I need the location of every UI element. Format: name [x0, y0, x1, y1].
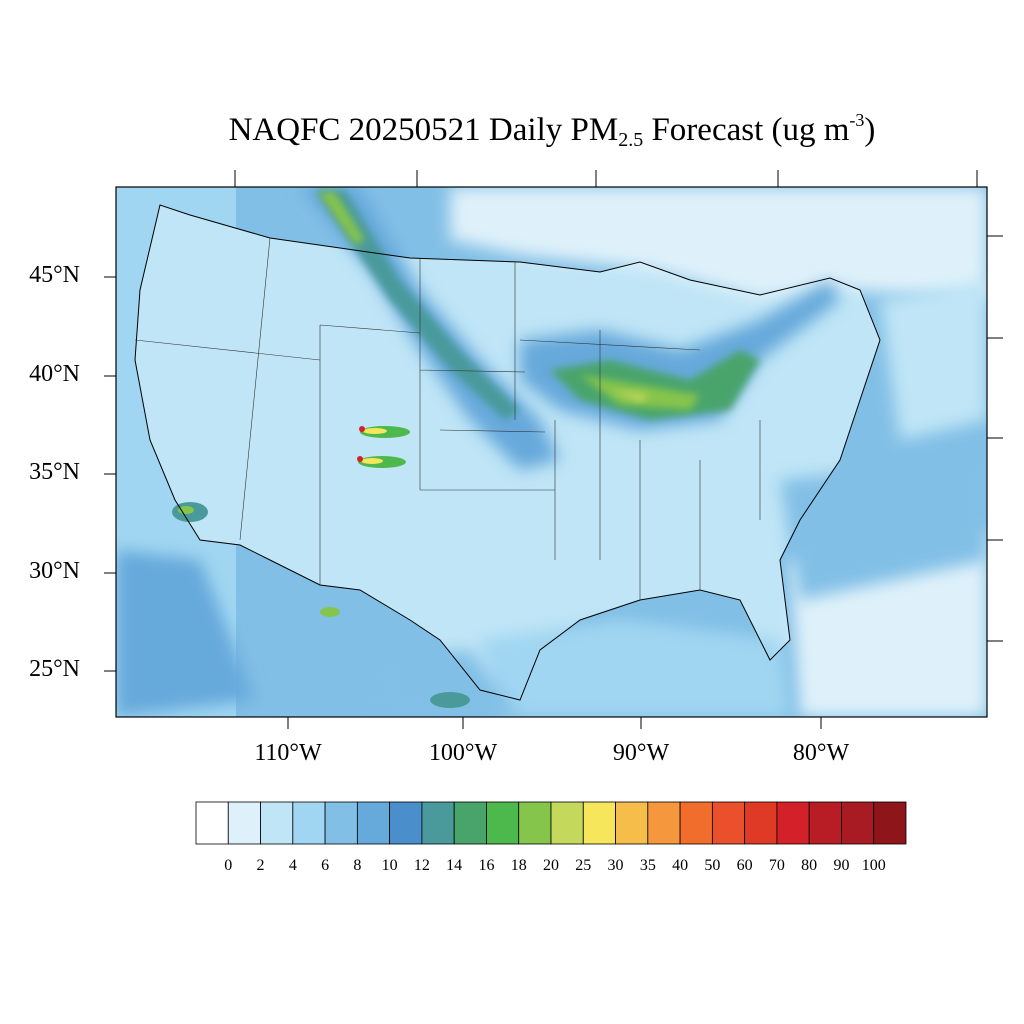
lat-label-45: 45°N	[29, 262, 80, 288]
lat-label-40: 40°N	[29, 361, 80, 387]
colorbar-swatch	[841, 801, 875, 845]
colorbar-swatch	[744, 801, 778, 845]
colorbar-swatch	[260, 801, 294, 845]
colorbar-swatch	[776, 801, 810, 845]
lon-label-110w: 110°W	[254, 740, 322, 766]
colorbar-label: 100	[861, 857, 886, 874]
colorbar-swatch	[647, 801, 681, 845]
colorbar-swatch	[873, 801, 907, 845]
state-boundaries	[134, 204, 881, 701]
colorbar-swatch	[324, 801, 358, 845]
colorbar-label: 30	[607, 857, 624, 874]
colorbar-label: 16	[478, 857, 495, 874]
colorbar-swatch	[389, 801, 423, 845]
colorbar-label: 80	[801, 857, 818, 874]
lon-label-100w: 100°W	[428, 740, 498, 766]
colorbar-label: 12	[413, 857, 430, 874]
colorbar-swatch	[679, 801, 713, 845]
colorbar-swatch	[518, 801, 552, 845]
colorbar-swatch	[711, 801, 746, 845]
colorbar-swatch	[615, 801, 649, 845]
colorbar-label: 10	[381, 857, 398, 874]
colorbar-label: 4	[288, 857, 297, 874]
colorbar-swatch	[453, 801, 487, 845]
colorbar-swatch	[356, 801, 391, 845]
colorbar-swatch	[292, 801, 326, 845]
colorbar-swatch	[227, 801, 261, 845]
colorbar-swatch	[582, 801, 616, 845]
lon-label-90w: 90°W	[612, 740, 670, 766]
concentration-field	[116, 187, 987, 717]
lat-label-35: 35°N	[29, 459, 80, 485]
lon-label-80w: 80°W	[792, 740, 850, 766]
colorbar-labels: 0 2 4 6 8 10 12 14 16 18 20 25 30 35 40 50 60 70 80 90 100	[0, 857, 1024, 881]
axis-ticks	[104, 170, 1003, 729]
map-title: NAQFC 20250521 Daily PM2.5 Forecast (ug …	[228, 110, 876, 151]
colorbar-swatch	[486, 801, 520, 845]
colorbar-label: 25	[575, 857, 592, 874]
colorbar-swatch	[421, 801, 455, 845]
colorbar-label: 6	[321, 857, 330, 874]
colorbar	[195, 801, 907, 845]
lat-label-30: 30°N	[29, 558, 80, 584]
lat-label-25: 25°N	[29, 656, 80, 682]
colorbar-label: 18	[510, 857, 527, 874]
colorbar-label: 0	[224, 857, 233, 874]
colorbar-label: 20	[543, 857, 559, 874]
colorbar-label: 70	[768, 857, 785, 874]
colorbar-label: 40	[672, 857, 689, 874]
colorbar-label: 8	[353, 857, 362, 874]
colorbar-label: 2	[256, 857, 265, 874]
colorbar-swatch	[550, 801, 584, 845]
colorbar-label: 14	[446, 857, 463, 874]
colorbar-label: 90	[833, 857, 850, 874]
colorbar-swatch	[808, 801, 842, 845]
colorbar-label: 50	[704, 857, 721, 874]
colorbar-label: 60	[736, 857, 753, 874]
colorbar-label: 35	[639, 857, 656, 874]
colorbar-swatch	[195, 801, 229, 845]
